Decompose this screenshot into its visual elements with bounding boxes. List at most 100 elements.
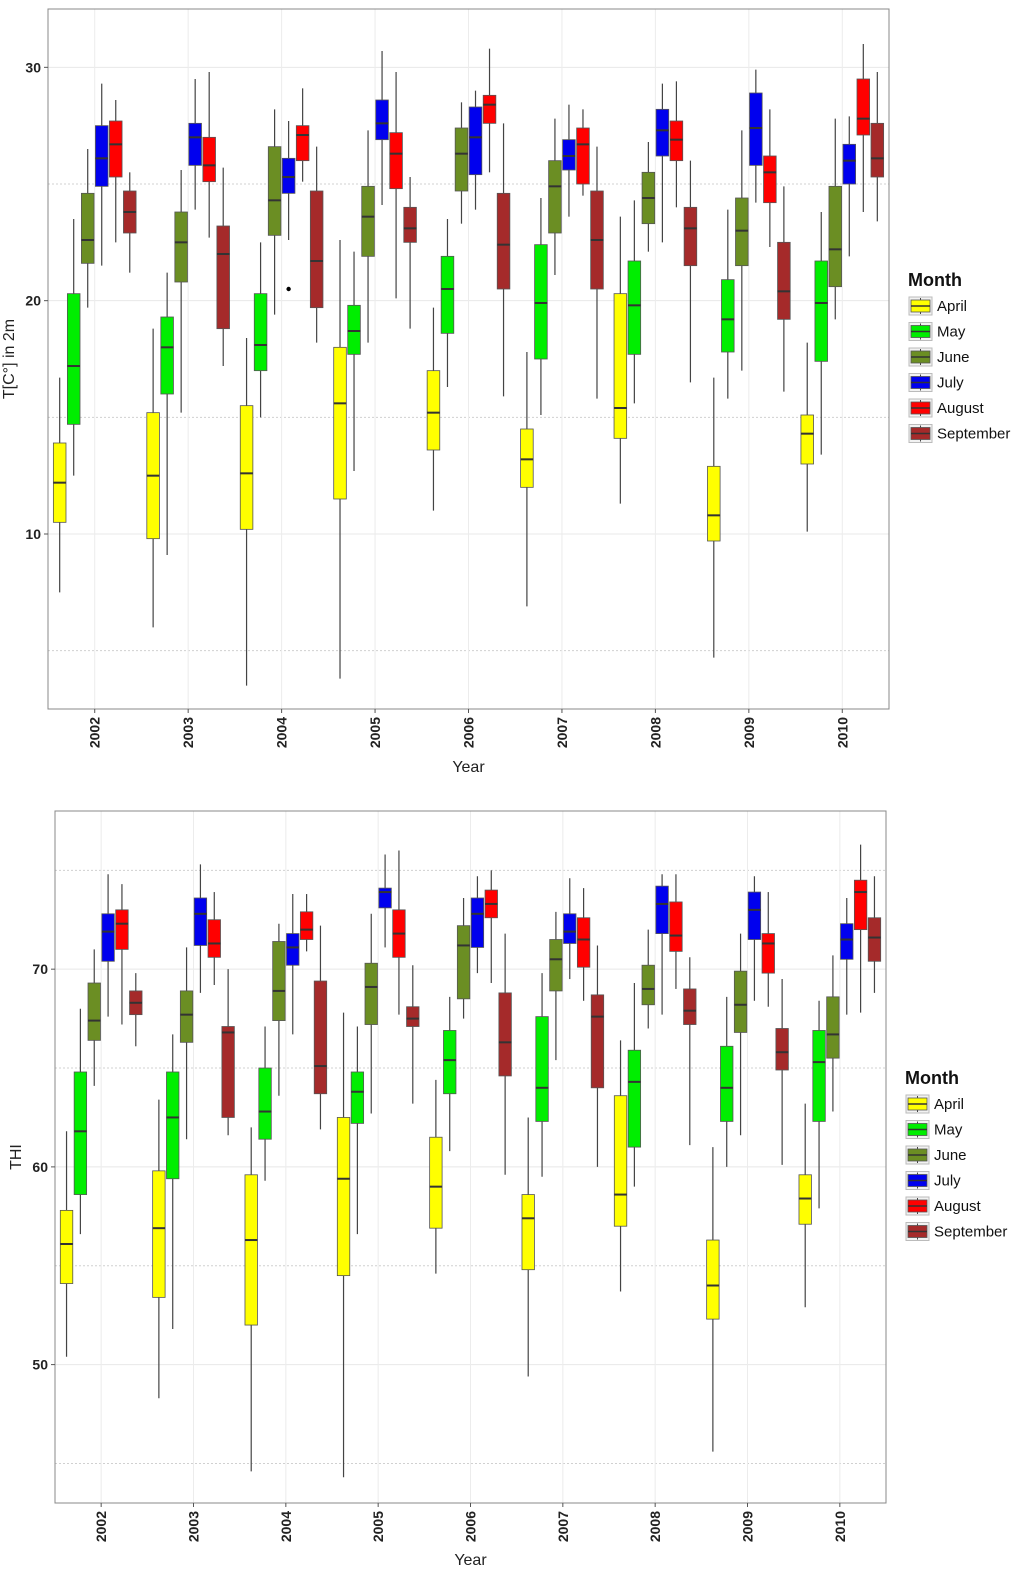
x-tick-label: 2009 xyxy=(740,1511,756,1542)
box-august-2008 xyxy=(669,120,684,162)
legend-label: May xyxy=(934,1122,963,1139)
x-axis-title: Year xyxy=(452,759,485,776)
x-tick-label: 2007 xyxy=(554,717,570,748)
box-may-2007 xyxy=(535,1016,549,1122)
box-may-2005 xyxy=(350,1071,365,1124)
legend-item-april: April xyxy=(905,1094,964,1114)
box-august-2008 xyxy=(669,901,683,952)
box-june-2002 xyxy=(81,192,95,264)
box-july-2003 xyxy=(188,122,202,166)
x-tick-label: 2003 xyxy=(180,717,196,748)
box-august-2006 xyxy=(482,94,497,124)
box-april-2009 xyxy=(706,1239,720,1320)
box-june-2002 xyxy=(87,982,101,1041)
x-tick-label: 2010 xyxy=(832,1511,848,1542)
legend-item-may: May xyxy=(905,1120,963,1139)
box-may-2006 xyxy=(443,1030,457,1095)
box-august-2009 xyxy=(761,933,775,974)
box-may-2009 xyxy=(721,279,735,353)
box-august-2003 xyxy=(202,136,216,183)
box-july-2006 xyxy=(470,897,485,948)
box-august-2002 xyxy=(115,909,129,950)
box-july-2003 xyxy=(193,897,208,946)
box-may-2003 xyxy=(166,1071,180,1180)
box-june-2008 xyxy=(641,964,655,1006)
box-july-2010 xyxy=(842,143,856,185)
y-axis-title: THI xyxy=(8,1144,25,1170)
box-april-2010 xyxy=(800,414,814,465)
x-tick-label: 2009 xyxy=(741,717,757,748)
box-april-2006 xyxy=(426,370,441,451)
x-tick-label: 2006 xyxy=(463,1511,479,1542)
x-tick-label: 2005 xyxy=(367,717,383,748)
box-june-2004 xyxy=(272,941,286,1021)
box-september-2005 xyxy=(406,1006,420,1027)
box-august-2010 xyxy=(856,78,871,136)
box-may-2003 xyxy=(160,316,174,395)
y-tick-label: 10 xyxy=(25,526,41,542)
box-june-2009 xyxy=(735,197,749,267)
box-august-2007 xyxy=(576,127,590,185)
box-august-2003 xyxy=(207,919,221,958)
box-august-2004 xyxy=(299,911,314,940)
box-july-2010 xyxy=(840,923,854,960)
box-may-2004 xyxy=(253,293,268,372)
box-july-2009 xyxy=(749,92,763,166)
x-tick-label: 2002 xyxy=(87,717,103,748)
box-may-2009 xyxy=(720,1045,734,1122)
box-april-2009 xyxy=(707,465,721,542)
x-tick-label: 2004 xyxy=(274,717,290,748)
box-may-2004 xyxy=(258,1067,272,1140)
legend-item-july: July xyxy=(905,1171,961,1190)
x-tick-label: 2004 xyxy=(278,1511,294,1542)
box-september-2008 xyxy=(683,988,697,1025)
box-april-2005 xyxy=(333,346,347,500)
x-tick-label: 2003 xyxy=(186,1511,202,1542)
legend-label: April xyxy=(934,1096,964,1113)
box-april-2007 xyxy=(521,1194,535,1271)
box-june-2010 xyxy=(826,996,840,1059)
box-july-2002 xyxy=(95,125,109,187)
box-september-2003 xyxy=(221,1026,235,1118)
x-axis-title: Year xyxy=(454,1552,487,1569)
box-may-2010 xyxy=(814,260,828,362)
box-june-2009 xyxy=(733,970,748,1033)
x-tick-label: 2006 xyxy=(461,717,477,748)
box-june-2005 xyxy=(361,185,375,257)
box-september-2005 xyxy=(403,206,417,243)
legend-item-june: June xyxy=(908,347,970,367)
y-tick-label: 50 xyxy=(32,1357,48,1373)
box-may-2008 xyxy=(627,1049,642,1148)
box-april-2008 xyxy=(613,293,628,439)
x-tick-label: 2010 xyxy=(834,717,850,748)
box-september-2003 xyxy=(216,225,230,330)
legend-label: June xyxy=(934,1147,967,1164)
box-august-2004 xyxy=(295,125,310,162)
box-july-2008 xyxy=(655,885,669,934)
legend-label: August xyxy=(934,1198,982,1215)
y-tick-label: 70 xyxy=(32,961,48,977)
box-may-2006 xyxy=(440,255,455,334)
y-tick-label: 60 xyxy=(32,1159,48,1175)
box-may-2007 xyxy=(534,244,548,360)
x-tick-label: 2008 xyxy=(647,1511,663,1542)
x-tick-label: 2005 xyxy=(370,1511,386,1542)
box-may-2002 xyxy=(73,1071,88,1195)
box-june-2007 xyxy=(549,939,563,992)
box-july-2009 xyxy=(747,891,762,940)
box-may-2002 xyxy=(66,293,81,425)
box-april-2008 xyxy=(613,1095,628,1227)
chart-1: 10 20 30 2002 2003 2004 2005 2006 2007 2008 2009 20… xyxy=(1,8,1010,776)
legend-item-august: August xyxy=(905,1196,982,1216)
legend-item-july: July xyxy=(908,373,964,392)
box-september-2008 xyxy=(683,206,698,267)
box-september-2006 xyxy=(496,192,511,290)
legend-label: September xyxy=(937,426,1010,443)
box-june-2004 xyxy=(267,146,282,236)
box-july-2007 xyxy=(562,139,576,171)
box-august-2007 xyxy=(576,917,591,968)
legend-title: Month xyxy=(905,1068,959,1088)
legend-label: April xyxy=(937,298,967,315)
box-september-2004 xyxy=(313,980,328,1095)
